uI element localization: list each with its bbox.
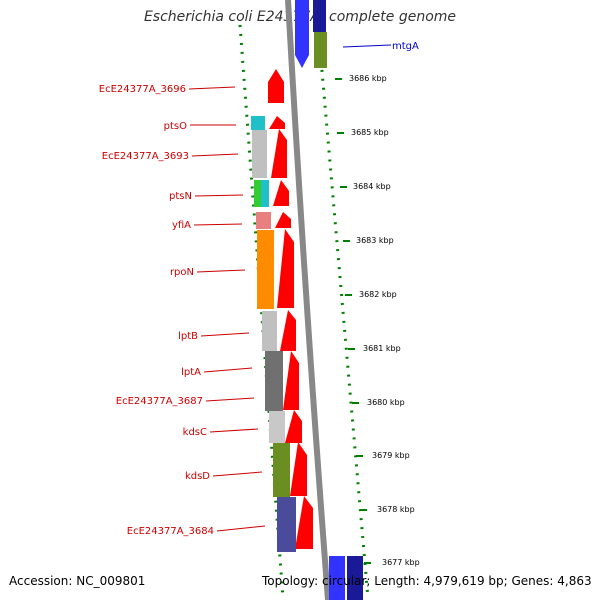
scale-label-3679: 3679 kbp [372, 451, 410, 460]
scale-label-3686: 3686 kbp [349, 74, 387, 83]
reverse-strand-genes[interactable] [268, 69, 313, 549]
genome-backbone [285, 0, 331, 600]
gene-label-lptB[interactable]: lptB [178, 331, 198, 342]
gene-mtgA[interactable] [295, 0, 327, 68]
accession-text: Accession: NC_009801 [9, 574, 146, 588]
gene-label-ptsN[interactable]: ptsN [169, 191, 192, 202]
scale-label-3677: 3677 kbp [382, 558, 420, 567]
gene-label-EcE24377A_3693[interactable]: EcE24377A_3693 [102, 151, 189, 162]
gene-label-EcE24377A_3684[interactable]: EcE24377A_3684 [127, 526, 214, 537]
gene-label-kdsD[interactable]: kdsD [185, 471, 210, 482]
scale-label-3678: 3678 kbp [377, 505, 415, 514]
gene-label-yfiA[interactable]: yfiA [172, 220, 191, 231]
inner-dotted-guide-left [238, 24, 285, 599]
label-leaders [188, 86, 266, 532]
mtgA-leader [342, 44, 392, 48]
topology-text: Topology: circular; Length: 4,979,619 bp… [262, 574, 592, 588]
gene-label-lptA[interactable]: lptA [181, 367, 201, 378]
gene-label-kdsC[interactable]: kdsC [183, 427, 207, 438]
gene-bottom-blue[interactable] [329, 556, 363, 600]
scale-label-3684: 3684 kbp [353, 182, 391, 191]
scale-label-3685: 3685 kbp [351, 128, 389, 137]
gene-label-ptsO[interactable]: ptsO [164, 121, 187, 132]
gene-label-rpoN[interactable]: rpoN [170, 267, 194, 278]
gene-label-EcE24377A_3696[interactable]: EcE24377A_3696 [99, 84, 186, 95]
gene-label-mtgA[interactable]: mtgA [392, 41, 419, 52]
scale-label-3682: 3682 kbp [359, 290, 397, 299]
scale-label-3683: 3683 kbp [356, 236, 394, 245]
scale-label-3680: 3680 kbp [367, 398, 405, 407]
inner-dotted-guide-right [316, 24, 370, 599]
scale-ticks [335, 78, 371, 564]
scale-label-3681: 3681 kbp [363, 344, 401, 353]
gene-color-blocks[interactable] [251, 116, 296, 552]
gene-label-EcE24377A_3687[interactable]: EcE24377A_3687 [116, 396, 203, 407]
